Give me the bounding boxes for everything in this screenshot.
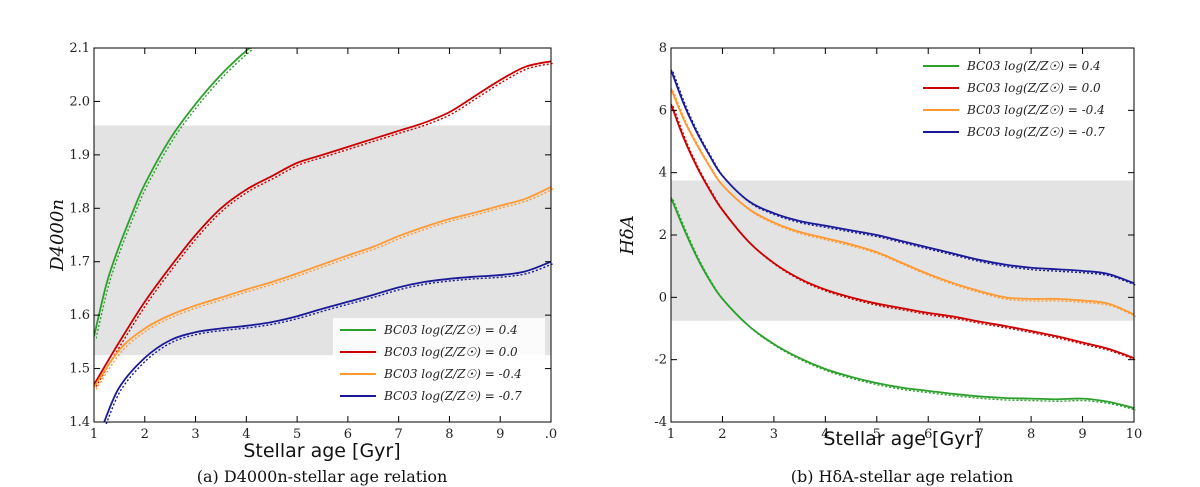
panel-b-x-tick-label: 5 [873, 427, 881, 442]
panel-b-x-tick-label: 10 [1126, 427, 1143, 442]
panel-a-shaded-band [94, 125, 551, 356]
panel-b-x-tick-label: 1 [667, 427, 675, 442]
panel-a-y-tick-label: 2.0 [69, 94, 90, 109]
panel-b-series-1-line [671, 103, 1134, 359]
panel-a-y-tick-label: 1.9 [69, 148, 90, 163]
panel-a-x-tick-label: 4 [242, 427, 250, 442]
panel-a-y-tick-label: 1.8 [69, 201, 90, 216]
panel-b-y-tick-label: 0 [659, 290, 667, 305]
panel-b-x-tick-label: 2 [718, 427, 726, 442]
panel-b-x-tick-label: 3 [770, 427, 778, 442]
panel-b-legend-label-0: BC03 log(Z/Z☉) = 0.4 [966, 59, 1101, 73]
panel-b-x-tick-label: 9 [1078, 427, 1086, 442]
panel-a-series-3-scatter [105, 263, 553, 424]
panel-a-legend-label-2: BC03 log(Z/Z☉) = -0.4 [383, 367, 522, 381]
panel-b-y-tick-label: 6 [659, 103, 667, 118]
panel-b-series-group [671, 69, 1136, 411]
panel-a-series-1-line [94, 60, 551, 386]
panel-b-y-tick-label: -2 [654, 353, 667, 368]
panel-a-x-tick-label: 6 [344, 427, 352, 442]
panel-a-x-tick-label: 9 [496, 427, 504, 442]
panel-b-y-tick-label: -4 [654, 415, 667, 430]
panel-b-y-tick-label: 2 [659, 228, 667, 243]
panel-a-series-2-line [94, 186, 551, 388]
panel-a-ticks: 1 2 3 4 5 6 7 8 9 .0 1.4 1.5 1.6 1.7 1.8 1.9 2.0 2.1 [69, 41, 557, 442]
panel-b-series-2-line [671, 88, 1134, 316]
panel-b-legend-label-1: BC03 log(Z/Z☉) = 0.0 [966, 81, 1101, 95]
panel-a-series-group [94, 48, 553, 424]
panel-a-y-tick-label: 1.6 [69, 308, 90, 323]
panel-a-legend: BC03 log(Z/Z☉) = 0.4 BC03 log(Z/Z☉) = 0.0… [333, 318, 545, 416]
panel-a-x-tick-label: 2 [141, 427, 149, 442]
panel-a-y-tick-label: 1.7 [69, 255, 90, 270]
panel-a-legend-label-1: BC03 log(Z/Z☉) = 0.0 [383, 345, 518, 359]
panel-b-shaded-band [671, 180, 1134, 321]
panel-b-y-tick-label: 8 [659, 41, 667, 56]
panel-b-x-tick-label: 6 [924, 427, 932, 442]
panel-a-y-tick-label: 1.4 [69, 415, 90, 430]
panel-b-hdelta-chart: 1 2 3 4 5 6 7 8 9 10 -4 -2 0 2 4 6 8 BC03 log(Z/Z☉) = 0.… [617, 41, 1142, 486]
panel-a-x-tick-label: 7 [395, 427, 403, 442]
panel-b-x-tick-label: 4 [821, 427, 829, 442]
panel-a-y-axis-label: D4000n [47, 199, 68, 272]
panel-a-legend-label-0: BC03 log(Z/Z☉) = 0.4 [383, 323, 518, 337]
panel-a-legend-label-3: BC03 log(Z/Z☉) = -0.7 [383, 389, 522, 403]
panel-a-x-axis-label: Stellar age [Gyr] [243, 440, 400, 462]
panel-a-series-3-line [103, 260, 551, 422]
panel-a-legend-box [333, 318, 545, 416]
panel-b-legend-box [916, 54, 1128, 152]
panel-a-y-tick-label: 1.5 [69, 362, 90, 377]
panel-b-x-axis-label: Stellar age [Gyr] [823, 428, 980, 450]
panel-b-y-axis-label: HδA [617, 215, 638, 256]
panel-a-x-tick-label: 8 [445, 427, 453, 442]
panel-a-x-tick-label: 3 [191, 427, 199, 442]
panel-b-series-3-line [671, 69, 1134, 285]
panel-a-series-2-scatter [96, 188, 553, 390]
panel-b-caption: (b) HδA-stellar age relation [791, 467, 1014, 486]
panel-b-series-0-line [671, 197, 1134, 409]
panel-a-axes-frame [93, 47, 552, 423]
panel-a-series-1-scatter [96, 62, 553, 387]
panel-a-x-tick-label: 5 [293, 427, 301, 442]
panel-b-x-tick-label: 8 [1027, 427, 1035, 442]
panel-a-x-tick-label: .0 [545, 427, 557, 442]
panel-a-series-0-line [94, 48, 253, 337]
panel-b-legend: BC03 log(Z/Z☉) = 0.4 BC03 log(Z/Z☉) = 0.0… [916, 54, 1128, 152]
panel-b-legend-label-2: BC03 log(Z/Z☉) = -0.4 [966, 103, 1105, 117]
panel-a-d4000-chart: 1 2 3 4 5 6 7 8 9 .0 1.4 1.5 1.6 1.7 1.8 1.9 2.0 2.1 BC03… [47, 41, 557, 486]
panel-b-x-tick-label: 7 [976, 427, 984, 442]
panel-b-y-tick-label: 4 [659, 166, 667, 181]
panel-b-ticks: 1 2 3 4 5 6 7 8 9 10 -4 -2 0 2 4 6 8 [654, 41, 1142, 442]
panel-a-caption: (a) D4000n-stellar age relation [197, 467, 448, 486]
panel-a-x-tick-label: 1 [90, 427, 98, 442]
panel-a-y-tick-label: 2.1 [69, 41, 90, 56]
panel-b-legend-label-3: BC03 log(Z/Z☉) = -0.7 [966, 125, 1105, 139]
